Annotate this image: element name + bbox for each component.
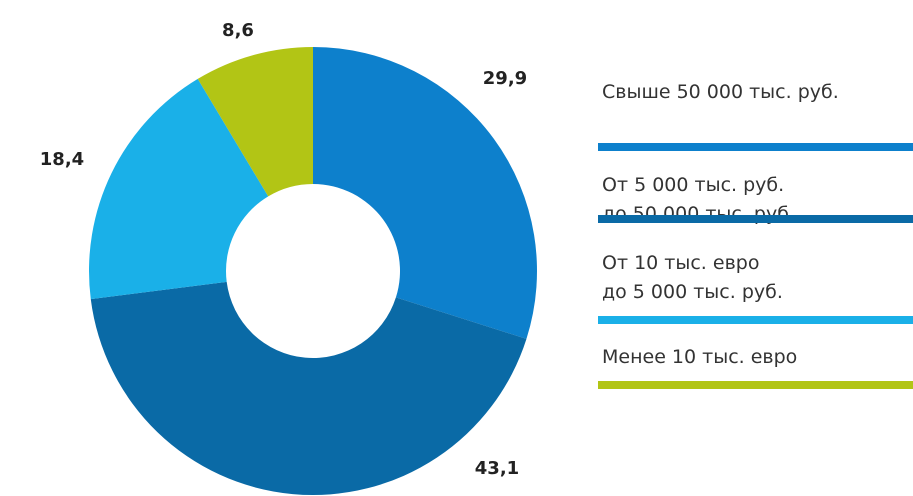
- donut-segment: [197, 47, 313, 197]
- donut-segment: [90, 281, 527, 496]
- value-label: 29,9: [483, 68, 527, 89]
- legend-label: Менее 10 тыс. евро: [602, 346, 798, 368]
- value-label: 8,6: [222, 20, 254, 41]
- legend-swatch: [598, 215, 913, 223]
- donut-segment: [313, 47, 537, 339]
- value-label: 18,4: [40, 149, 84, 170]
- legend-label: Свыше 50 000 тыс. руб.: [602, 81, 839, 103]
- value-label: 43,1: [475, 458, 519, 479]
- donut-segment: [89, 78, 269, 300]
- legend-swatch: [598, 316, 913, 324]
- legend-swatch: [598, 143, 913, 151]
- legend-swatch: [598, 381, 913, 389]
- chart: 29,9 43,1 18,4 8,6: [40, 20, 537, 496]
- legend-label: От 10 тыс. евро до 5 000 тыс. руб.: [602, 252, 783, 303]
